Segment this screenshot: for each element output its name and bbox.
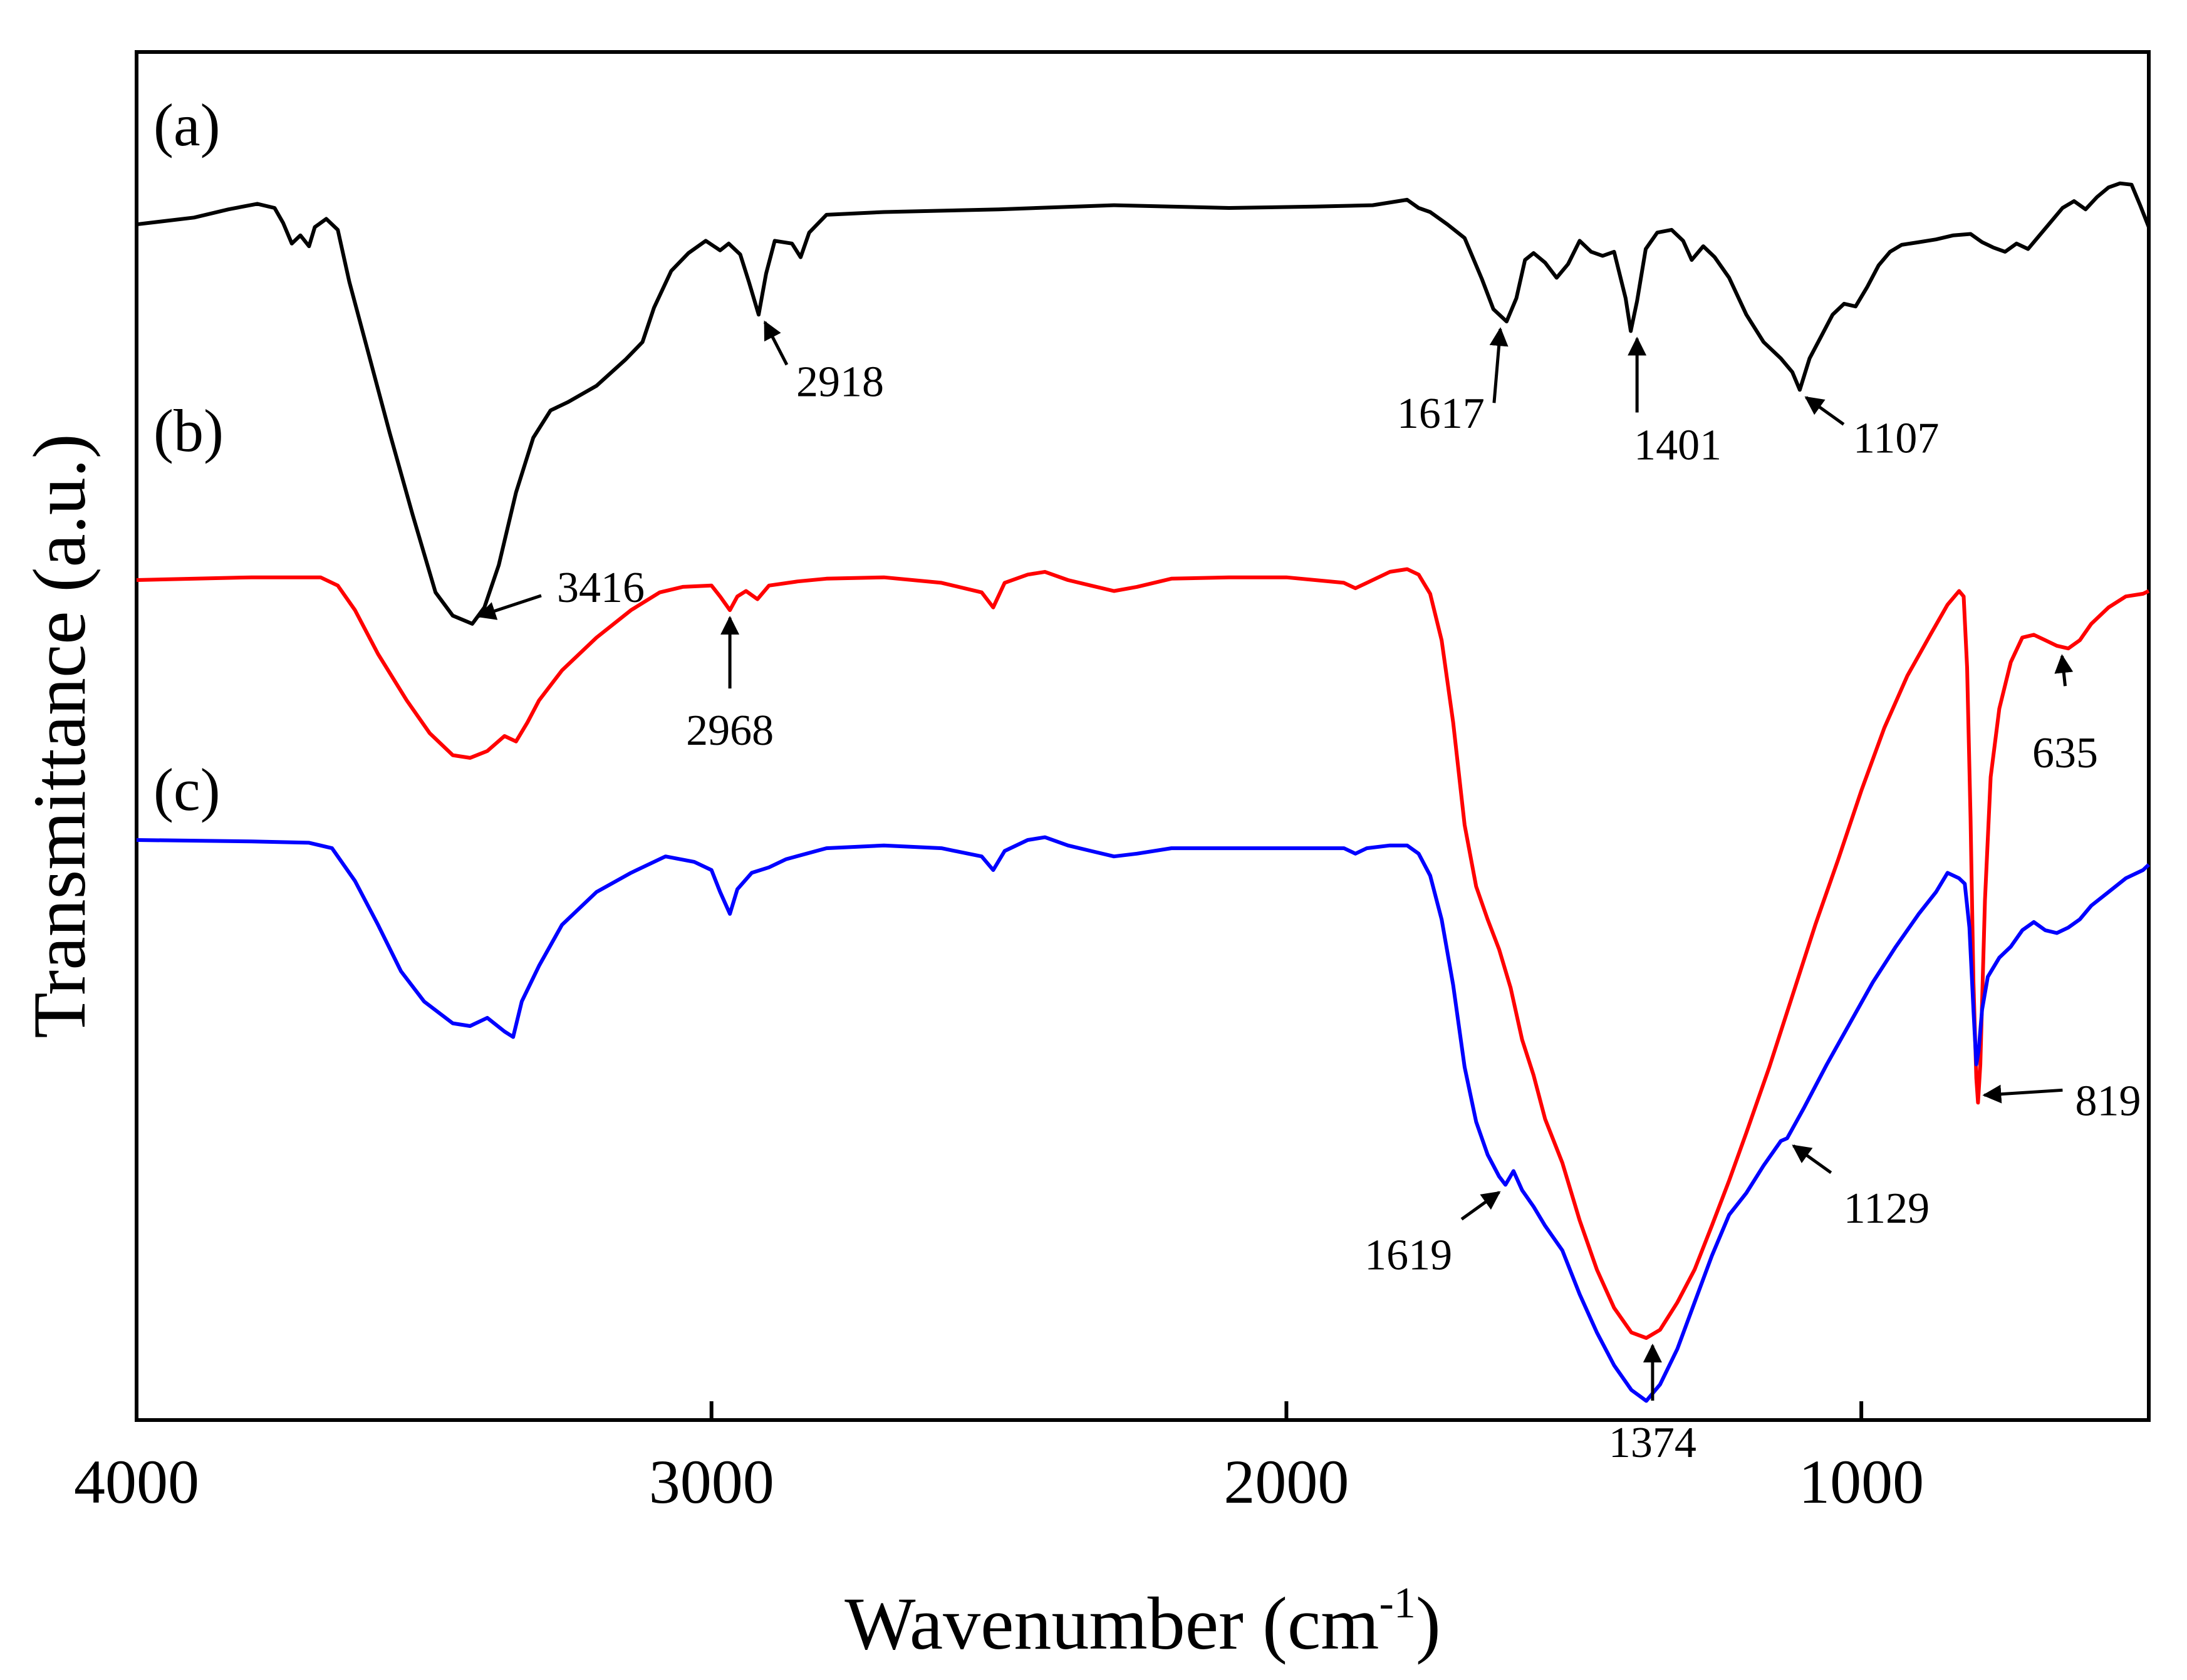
peak-arrow-1617 [1489,327,1509,403]
x-ticks: 4000 3000 2000 1000 [74,1401,1924,1517]
peak-label-1129: 1129 [1844,1185,1930,1233]
x-axis-title-sup: -1 [1379,1579,1416,1627]
series-label-b: (b) [153,397,224,464]
peak-annotations: 3416 2918 1617 1401 1107 2968 1374 819 635 1619 11… [477,320,2141,1467]
peak-arrow-1619 [1460,1191,1501,1221]
plot-frame [135,50,2151,1422]
series-line-c [136,835,2151,1403]
series-label-a: (a) [153,91,221,158]
x-axis-title-close: ) [1416,1582,1441,1665]
peak-label-1401: 1401 [1634,422,1722,470]
peak-arrow-1129 [1792,1144,1832,1174]
peak-label-1619: 1619 [1364,1231,1452,1279]
series-line-a [136,181,2151,626]
peak-label-3416: 3416 [557,564,645,612]
x-tick-label-1000: 1000 [1799,1447,1924,1517]
peak-label-2918: 2918 [796,358,884,406]
peak-label-819: 819 [2075,1077,2141,1125]
peak-arrow-1107 [1804,396,1845,426]
x-tick-label-4000: 4000 [74,1447,199,1517]
peak-label-1107: 1107 [1853,414,1939,462]
peak-label-1617: 1617 [1397,390,1485,438]
x-axis-title-main: Wavenumber (cm [844,1582,1379,1665]
series-label-c: (c) [153,756,221,823]
peak-label-2968: 2968 [686,707,774,755]
x-tick-label-2000: 2000 [1223,1447,1349,1517]
peak-label-1374: 1374 [1609,1419,1696,1467]
peak-arrow-819 [1982,1084,2063,1104]
peak-arrow-3416 [477,594,542,620]
y-axis-title: Transmittance (a.u.) [18,433,101,1038]
peak-label-635: 635 [2032,729,2098,777]
peak-arrow-2918 [763,320,789,366]
peak-arrow-635 [2054,654,2074,687]
x-tick-label-3000: 3000 [649,1447,774,1517]
x-axis-title: Wavenumber (cm-1) [844,1579,1441,1665]
